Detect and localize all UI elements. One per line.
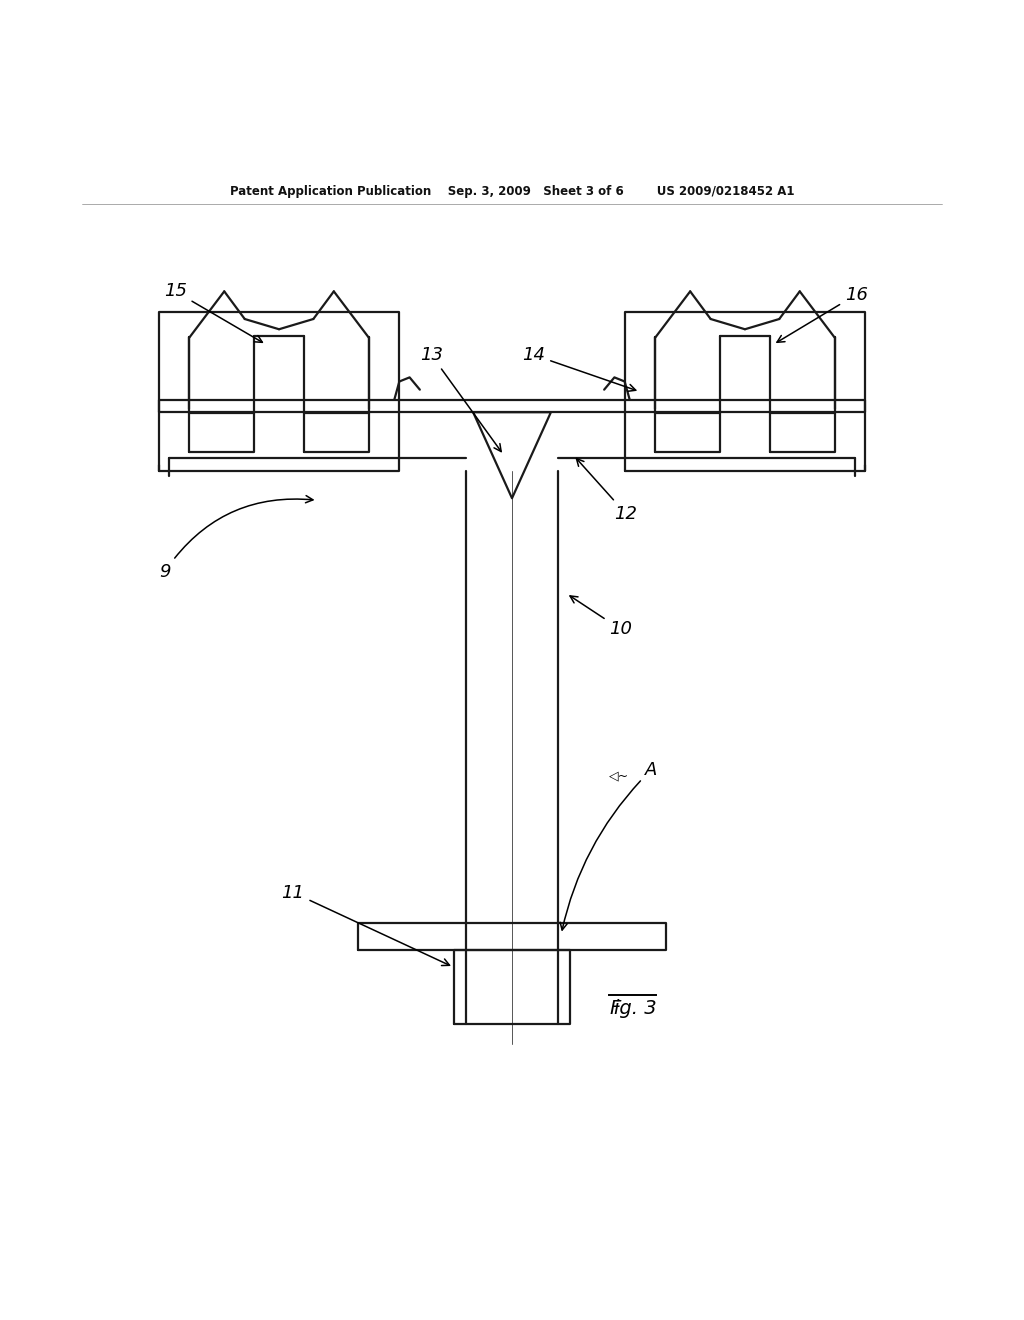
- Text: 12: 12: [577, 458, 637, 523]
- Text: ig. 3: ig. 3: [614, 999, 657, 1018]
- Text: 16: 16: [777, 285, 867, 342]
- Polygon shape: [358, 923, 666, 950]
- Text: 15: 15: [164, 282, 262, 342]
- Text: 14: 14: [522, 346, 636, 391]
- Polygon shape: [625, 312, 865, 470]
- Text: F: F: [609, 999, 621, 1018]
- Text: 9: 9: [159, 495, 313, 581]
- Polygon shape: [454, 950, 570, 1023]
- Text: 11: 11: [282, 883, 450, 965]
- Polygon shape: [655, 413, 720, 453]
- Polygon shape: [304, 413, 369, 453]
- Polygon shape: [159, 400, 865, 412]
- Polygon shape: [770, 413, 835, 453]
- Text: Patent Application Publication    Sep. 3, 2009   Sheet 3 of 6        US 2009/021: Patent Application Publication Sep. 3, 2…: [229, 185, 795, 198]
- Polygon shape: [159, 312, 399, 470]
- Polygon shape: [189, 413, 254, 453]
- Polygon shape: [473, 412, 551, 498]
- Text: 13: 13: [420, 346, 501, 451]
- Text: ◁~: ◁~: [609, 770, 630, 783]
- Text: A: A: [560, 760, 657, 931]
- Text: 10: 10: [570, 595, 632, 639]
